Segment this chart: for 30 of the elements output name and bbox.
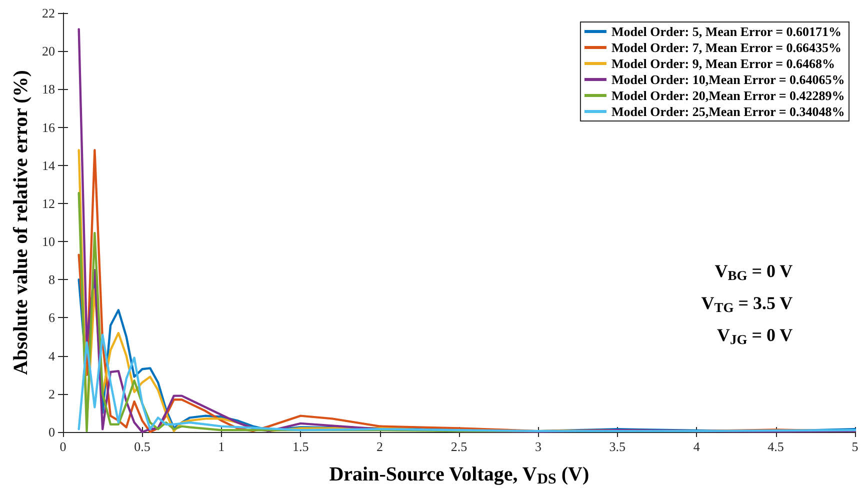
- y-tick-label: 0: [48, 424, 55, 440]
- legend-label: Model Order: 20,Mean Error = 0.42289%: [611, 88, 845, 103]
- x-tick-label: 3: [534, 439, 542, 454]
- x-tick-label: 4.5: [768, 439, 784, 454]
- x-tick-label: 4: [693, 439, 700, 454]
- y-tick-label: 4: [48, 348, 56, 364]
- y-tick-label: 6: [48, 310, 56, 326]
- y-tick-label: 20: [42, 44, 55, 59]
- y-tick-label: 18: [42, 82, 55, 97]
- legend-label: Model Order: 25,Mean Error = 0.34048%: [611, 104, 845, 119]
- x-tick-label: 0: [60, 439, 66, 454]
- x-tick-label: 0.5: [134, 439, 150, 454]
- y-axis-title: Absolute value of relative error (%): [10, 70, 32, 375]
- x-tick-label: 2.5: [450, 439, 468, 454]
- x-tick-label: 1: [218, 439, 225, 454]
- legend-label: Model Order: 10,Mean Error = 0.64065%: [611, 72, 845, 87]
- y-tick-label: 2: [48, 386, 55, 402]
- legend-label: Model Order: 9, Mean Error = 0.6468%: [611, 56, 836, 71]
- y-tick-label: 10: [42, 234, 55, 250]
- y-tick-label: 22: [42, 6, 55, 20]
- x-tick-label: 5: [852, 439, 858, 454]
- x-tick-label: 1.5: [292, 439, 309, 454]
- x-tick-label: 3.5: [609, 439, 626, 454]
- y-tick-label: 12: [42, 196, 55, 211]
- legend-label: Model Order: 7, Mean Error = 0.66435%: [611, 40, 842, 55]
- y-tick-label: 8: [48, 272, 55, 288]
- y-tick-label: 14: [42, 158, 56, 173]
- y-tick-label: 16: [42, 120, 56, 135]
- legend-label: Model Order: 5, Mean Error = 0.60171%: [611, 24, 842, 39]
- x-tick-label: 2: [376, 439, 384, 454]
